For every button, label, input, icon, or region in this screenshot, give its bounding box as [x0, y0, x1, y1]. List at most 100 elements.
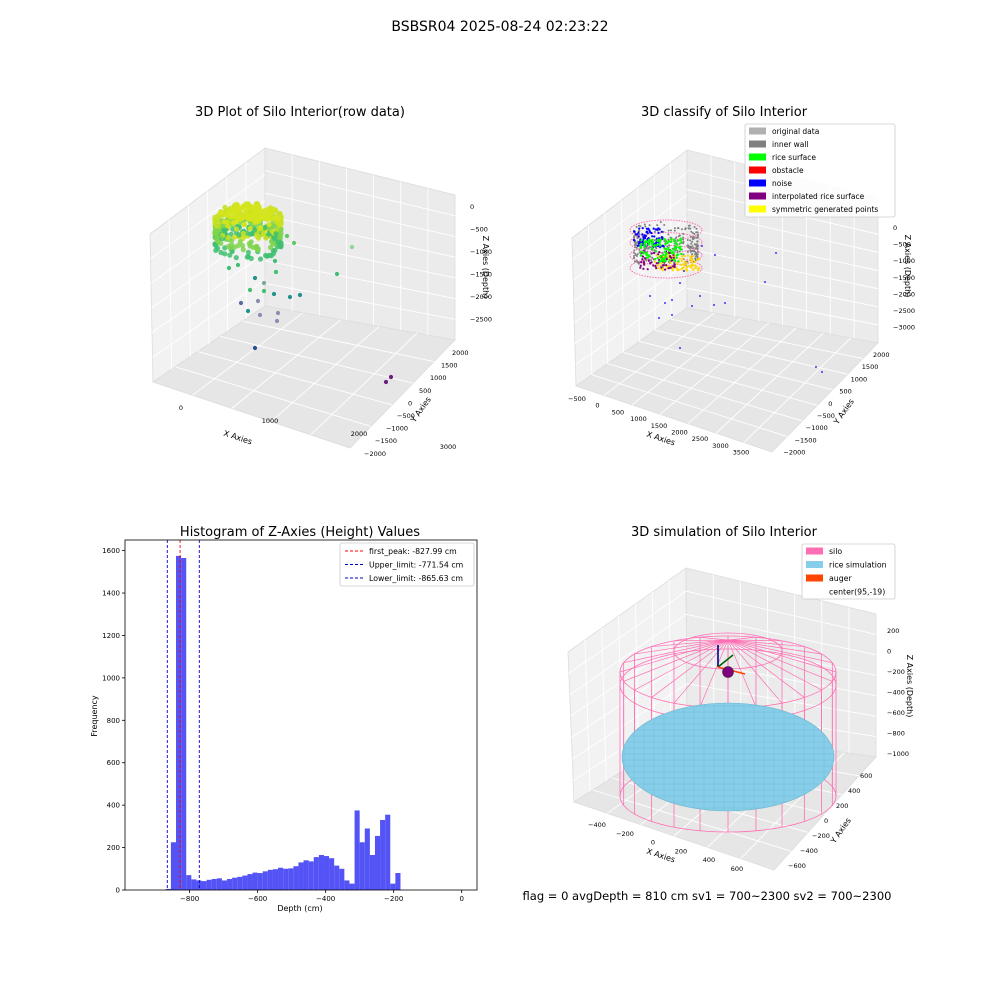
classify-gridline [623, 352, 818, 406]
raw-point [240, 230, 246, 236]
sim-silo-line [700, 636, 729, 641]
raw-point [272, 247, 278, 254]
classify-noise-point [713, 304, 715, 306]
classify-interpolated-point [665, 257, 669, 261]
classify-inner-wall-point [676, 249, 679, 252]
raw-point [247, 243, 253, 249]
classify-symmetric-point [681, 258, 684, 261]
histogram-y-tick-label: 1400 [102, 590, 120, 598]
raw-gridline [152, 279, 266, 358]
classify-interpolated-point [668, 255, 672, 258]
classify-rice-point [660, 257, 663, 260]
classify-inner-wall-point [690, 242, 693, 245]
sim-x-tick-label: −200 [616, 830, 634, 838]
classify-inner-wall-point [655, 247, 658, 250]
classify-symmetric-point [687, 264, 690, 267]
classify-rice-point [667, 249, 670, 252]
histogram-bar [206, 879, 212, 890]
classify-noise-point [645, 227, 649, 230]
histogram-x-tick-label: −400 [316, 895, 335, 903]
sim-gridline [568, 590, 687, 674]
sim-silo-line [727, 639, 837, 673]
classify-noise-point [660, 236, 664, 239]
classify-inner-wall-point [693, 226, 696, 228]
classify-symmetric-point [661, 269, 665, 272]
classify-inner-wall-point [646, 245, 649, 247]
classify-noise-point [671, 299, 673, 301]
classify-inner-wall-point [644, 225, 647, 228]
classify-legend-swatch [749, 179, 766, 187]
histogram-bar [344, 880, 350, 890]
raw-point [236, 206, 242, 212]
classify-symmetric-point [680, 255, 684, 258]
classify-symmetric-point [693, 260, 697, 264]
raw-point [334, 271, 340, 277]
sim-axis-y-arrow [717, 654, 734, 668]
histogram-x-tick-label: −200 [384, 895, 403, 903]
classify-rice-point [664, 239, 668, 243]
classify-noise-point [635, 233, 638, 236]
raw-point [214, 235, 220, 241]
sim-silo-line [699, 639, 729, 707]
classify-interpolated-point [662, 264, 665, 267]
raw-point [252, 345, 258, 351]
classify-inner-wall-point [638, 233, 641, 236]
histogram-bar [181, 558, 187, 890]
classify-inner-wall-point [686, 239, 689, 241]
classify-rice-point [639, 244, 643, 248]
raw-point [257, 256, 264, 262]
sim-y-tick-label: −200 [812, 832, 830, 840]
raw-point [213, 247, 219, 253]
classify-rice-point [666, 241, 669, 245]
raw-point [238, 300, 244, 306]
raw-gridline [231, 319, 342, 409]
classify-x-tick-label: −500 [568, 395, 586, 403]
raw-gridline [264, 192, 456, 237]
classify-inner-wall-point [677, 235, 680, 238]
classify-rice-point [650, 241, 653, 245]
classify-legend-label: original data [772, 127, 819, 136]
classify-inner-wall-point [667, 261, 670, 263]
classify-z-tick-label: 0 [893, 224, 897, 232]
raw-point [291, 240, 297, 246]
histogram-legend-label: first_peak: -827.99 cm [369, 547, 457, 556]
sim-gridline [570, 637, 687, 717]
raw-gridline [192, 312, 304, 396]
classify-inner-wall-point [690, 246, 693, 249]
classify-symmetric-point [686, 254, 690, 257]
classify-interpolated-point [650, 252, 653, 255]
raw-point [273, 231, 279, 237]
classify-symmetric-point [669, 261, 672, 264]
classify-rice-point [675, 256, 678, 259]
sim-legend-label: silo [829, 547, 842, 556]
classify-inner-wall-point [633, 251, 635, 254]
classify-interpolated-point [653, 251, 656, 255]
raw-gridline [197, 351, 393, 406]
classify-noise-point [659, 246, 662, 249]
classify-interpolated-point [672, 256, 675, 259]
classify-inner-wall-point [691, 253, 693, 256]
sim-gridline [572, 683, 687, 760]
histogram-bar [267, 869, 273, 890]
classify-noise-point [691, 305, 693, 307]
classify-symmetric-point [671, 269, 675, 272]
classify-symmetric-point [680, 263, 683, 266]
classify-x-tick-label: 3500 [733, 449, 750, 457]
classify-interpolated-point [668, 266, 671, 269]
classify-rice-point [680, 241, 683, 244]
classify-symmetric-point [682, 266, 686, 269]
sim-legend-swatch [806, 574, 823, 582]
histogram-xlabel: Depth (cm) [277, 904, 322, 913]
classify-inner-wall-point [653, 230, 656, 233]
histogram-legend-label: Upper_limit: -771.54 cm [369, 560, 463, 569]
histogram-bar [323, 856, 330, 890]
histogram-bar [288, 868, 294, 890]
classify-noise-point [652, 227, 655, 230]
classify-symmetric-point [685, 266, 689, 269]
raw-point [245, 213, 251, 219]
classify-inner-wall-point [636, 237, 639, 240]
classify-rice-point [658, 260, 661, 263]
classify-inner-wall-point [686, 244, 689, 247]
classify-zlabel: Z Axies (Depth) [903, 235, 912, 298]
classify-rice-point [643, 242, 646, 245]
